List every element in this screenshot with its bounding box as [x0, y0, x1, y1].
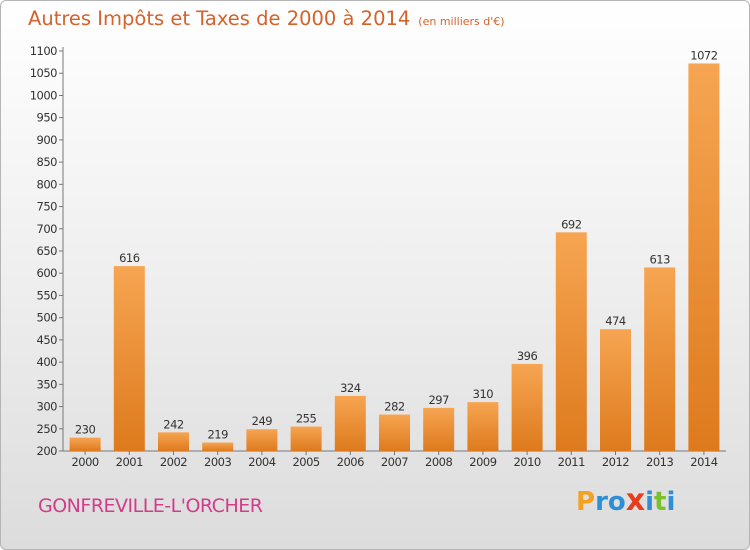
x-tick-label: 2000	[71, 455, 98, 469]
bar	[334, 395, 366, 451]
x-tick-label: 2003	[204, 455, 231, 469]
y-tick-label: 200	[37, 444, 58, 458]
logo-letter: x	[625, 483, 646, 518]
bar-value-label: 230	[75, 423, 96, 437]
chart-unit-note: (en milliers d'€)	[418, 15, 505, 28]
x-tick-label: 2004	[248, 455, 275, 469]
y-tick-label: 700	[37, 222, 58, 236]
bar-value-label: 310	[473, 387, 494, 401]
bar	[379, 414, 410, 451]
proxiti-logo: Proxiti	[576, 486, 675, 516]
bar-value-label: 396	[517, 349, 538, 363]
bar	[69, 437, 101, 451]
logo-letter: t	[654, 487, 667, 517]
city-name: GONFREVILLE-L'ORCHER	[38, 495, 263, 517]
y-tick-label: 750	[37, 200, 58, 214]
y-tick-label: 850	[37, 155, 58, 169]
chart-title: Autres Impôts et Taxes de 2000 à 2014	[28, 7, 411, 30]
x-tick-label: 2008	[425, 455, 452, 469]
logo-letter: i	[645, 487, 655, 517]
bar-value-label: 282	[384, 400, 405, 414]
bar	[158, 432, 189, 451]
logo-letter: P	[576, 487, 596, 517]
x-tick-label: 2006	[337, 455, 364, 469]
bar	[423, 407, 455, 451]
bar	[467, 402, 499, 451]
logo-letter: r	[595, 487, 608, 517]
bar-value-label: 249	[252, 414, 273, 428]
bar-value-label: 324	[340, 381, 361, 395]
y-tick-label: 1050	[30, 66, 57, 80]
y-tick-label: 600	[37, 266, 58, 280]
x-tick-label: 2009	[469, 455, 496, 469]
y-tick-label: 650	[37, 244, 58, 258]
x-tick-label: 2013	[646, 455, 673, 469]
y-tick-label: 1100	[30, 44, 57, 58]
bar-value-label: 297	[428, 393, 449, 407]
x-tick-label: 2005	[292, 455, 319, 469]
y-tick-label: 450	[37, 333, 58, 347]
x-tick-label: 2014	[690, 455, 717, 469]
bar	[688, 63, 720, 451]
x-tick-label: 2010	[513, 455, 540, 469]
bar	[202, 442, 234, 451]
bar	[600, 329, 631, 451]
bar-value-label: 219	[207, 428, 228, 442]
x-tick-label: 2001	[116, 455, 143, 469]
y-tick-label: 900	[37, 133, 58, 147]
bar	[555, 232, 587, 451]
y-tick-label: 800	[37, 177, 58, 191]
y-tick-label: 950	[37, 111, 58, 125]
bar	[113, 266, 145, 451]
bar	[290, 426, 322, 451]
logo-letter: o	[607, 487, 626, 517]
x-tick-label: 2007	[381, 455, 408, 469]
bar	[511, 363, 543, 451]
bar-value-label: 474	[605, 314, 626, 328]
bar-value-label: 1072	[690, 48, 717, 62]
y-tick-label: 350	[37, 377, 58, 391]
bar	[246, 429, 278, 451]
x-tick-label: 2002	[160, 455, 187, 469]
y-tick-label: 250	[37, 422, 58, 436]
bar-value-label: 255	[296, 412, 317, 426]
logo-letter: i	[666, 487, 676, 517]
y-tick-label: 550	[37, 288, 58, 302]
y-tick-label: 1000	[30, 88, 57, 102]
bar-value-label: 692	[561, 217, 582, 231]
bar-value-label: 613	[649, 252, 670, 266]
bar-value-label: 242	[163, 417, 184, 431]
chart-title-block: Autres Impôts et Taxes de 2000 à 2014 (en…	[28, 7, 505, 30]
x-tick-label: 2011	[558, 455, 585, 469]
y-tick-label: 500	[37, 311, 58, 325]
x-tick-label: 2012	[602, 455, 629, 469]
y-tick-label: 400	[37, 355, 58, 369]
bar	[644, 267, 676, 451]
bar-value-label: 616	[119, 251, 140, 265]
y-tick-label: 300	[37, 400, 58, 414]
